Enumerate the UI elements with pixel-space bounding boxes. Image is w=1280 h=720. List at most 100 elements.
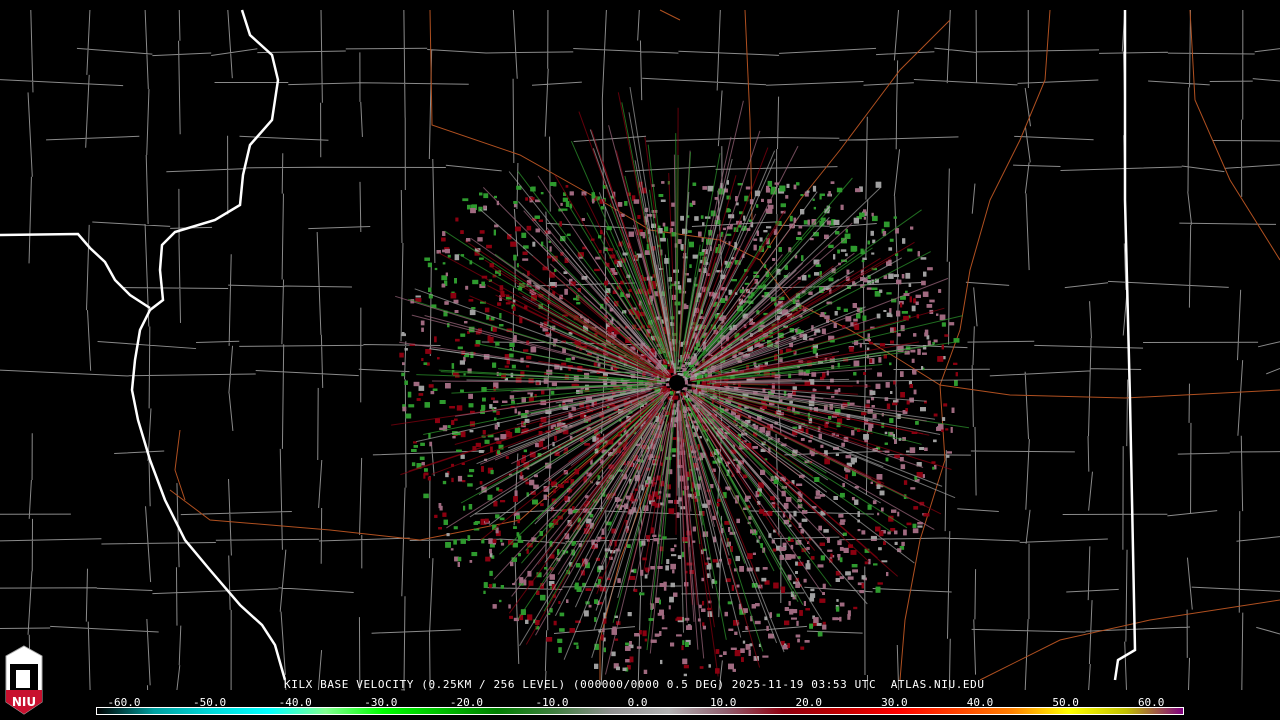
velocity-bin [578, 254, 583, 259]
velocity-bin [685, 642, 689, 647]
velocity-bin [593, 362, 597, 367]
velocity-bin [529, 479, 535, 486]
velocity-bin [857, 511, 860, 517]
velocity-bin [536, 381, 540, 385]
velocity-bin [464, 321, 468, 324]
velocity-bin [493, 501, 498, 507]
velocity-bin [787, 574, 792, 581]
velocity-bin [603, 637, 606, 642]
velocity-bin [796, 237, 802, 240]
velocity-bin [673, 395, 679, 400]
velocity-bin [502, 400, 508, 403]
velocity-bin [711, 399, 714, 404]
velocity-bin [580, 411, 586, 418]
velocity-bin [727, 601, 733, 605]
velocity-bin [892, 434, 895, 440]
velocity-bin [861, 259, 865, 263]
velocity-bin [862, 315, 867, 321]
velocity-bin [657, 566, 663, 569]
velocity-bin [686, 625, 692, 630]
velocity-bin [827, 549, 833, 552]
velocity-bin [560, 202, 563, 206]
velocity-radial [555, 387, 650, 404]
velocity-bin [670, 232, 677, 237]
velocity-bin [721, 287, 727, 291]
velocity-bin [900, 464, 906, 470]
velocity-bin [603, 647, 606, 653]
velocity-bin [719, 654, 723, 657]
velocity-bin [571, 407, 576, 411]
velocity-bin [538, 219, 543, 222]
velocity-bin [754, 279, 758, 284]
velocity-bin [612, 391, 616, 397]
velocity-bin [640, 342, 645, 349]
velocity-bin [513, 201, 518, 204]
velocity-bin [900, 302, 903, 308]
velocity-bin [606, 323, 610, 329]
velocity-bin [625, 659, 631, 663]
velocity-bin [779, 555, 784, 560]
velocity-bin [745, 186, 751, 190]
velocity-bin [548, 478, 552, 482]
velocity-bin [442, 425, 448, 432]
velocity-radial [661, 403, 676, 565]
velocity-bin [401, 333, 406, 337]
velocity-bin [428, 287, 432, 292]
velocity-bin [401, 332, 405, 335]
velocity-radial [675, 133, 678, 357]
velocity-bin [542, 327, 549, 332]
velocity-bin [840, 204, 844, 210]
velocity-bin [608, 464, 615, 469]
velocity-bin [540, 503, 544, 507]
velocity-bin [511, 400, 515, 404]
velocity-bin [530, 491, 536, 495]
velocity-bin [734, 495, 739, 499]
velocity-bin [472, 446, 477, 451]
velocity-bin [736, 202, 739, 206]
velocity-bin [492, 604, 497, 609]
velocity-bin [771, 383, 775, 390]
velocity-bin [460, 230, 464, 234]
velocity-radial [687, 306, 789, 376]
velocity-bin [646, 329, 651, 334]
velocity-bin [766, 185, 770, 192]
velocity-bin [654, 633, 660, 637]
velocity-bin [676, 390, 679, 394]
velocity-bin [696, 325, 700, 328]
velocity-bin [492, 539, 497, 543]
velocity-bin [759, 237, 763, 242]
velocity-bin [732, 352, 737, 358]
velocity-bin [647, 476, 652, 481]
velocity-radial [617, 414, 669, 599]
velocity-bin [923, 271, 927, 277]
velocity-bin [551, 285, 555, 288]
velocity-bin [878, 547, 882, 551]
velocity-bin [604, 248, 610, 251]
velocity-bin [698, 231, 702, 237]
velocity-bin [810, 556, 815, 560]
velocity-radial [480, 390, 658, 465]
velocity-bin [915, 301, 919, 305]
velocity-bin [819, 598, 826, 603]
velocity-bin [792, 594, 797, 600]
velocity-bin [893, 380, 896, 385]
velocity-radial [611, 404, 659, 459]
velocity-bin [764, 361, 768, 365]
velocity-radial [582, 193, 664, 355]
velocity-bin [599, 586, 606, 592]
velocity-bin [741, 657, 744, 662]
velocity-bin [567, 365, 573, 369]
velocity-bin [901, 274, 905, 279]
velocity-bin [767, 511, 773, 516]
velocity-bin [629, 496, 634, 502]
velocity-bin [526, 365, 530, 368]
velocity-bin [832, 617, 838, 621]
velocity-bin [789, 342, 793, 348]
velocity-bin [651, 373, 657, 377]
velocity-bin [789, 401, 793, 404]
velocity-bin [847, 402, 850, 406]
velocity-bin [509, 353, 514, 358]
velocity-bin [933, 439, 937, 443]
velocity-bin [610, 268, 615, 272]
velocity-bin [630, 374, 635, 376]
